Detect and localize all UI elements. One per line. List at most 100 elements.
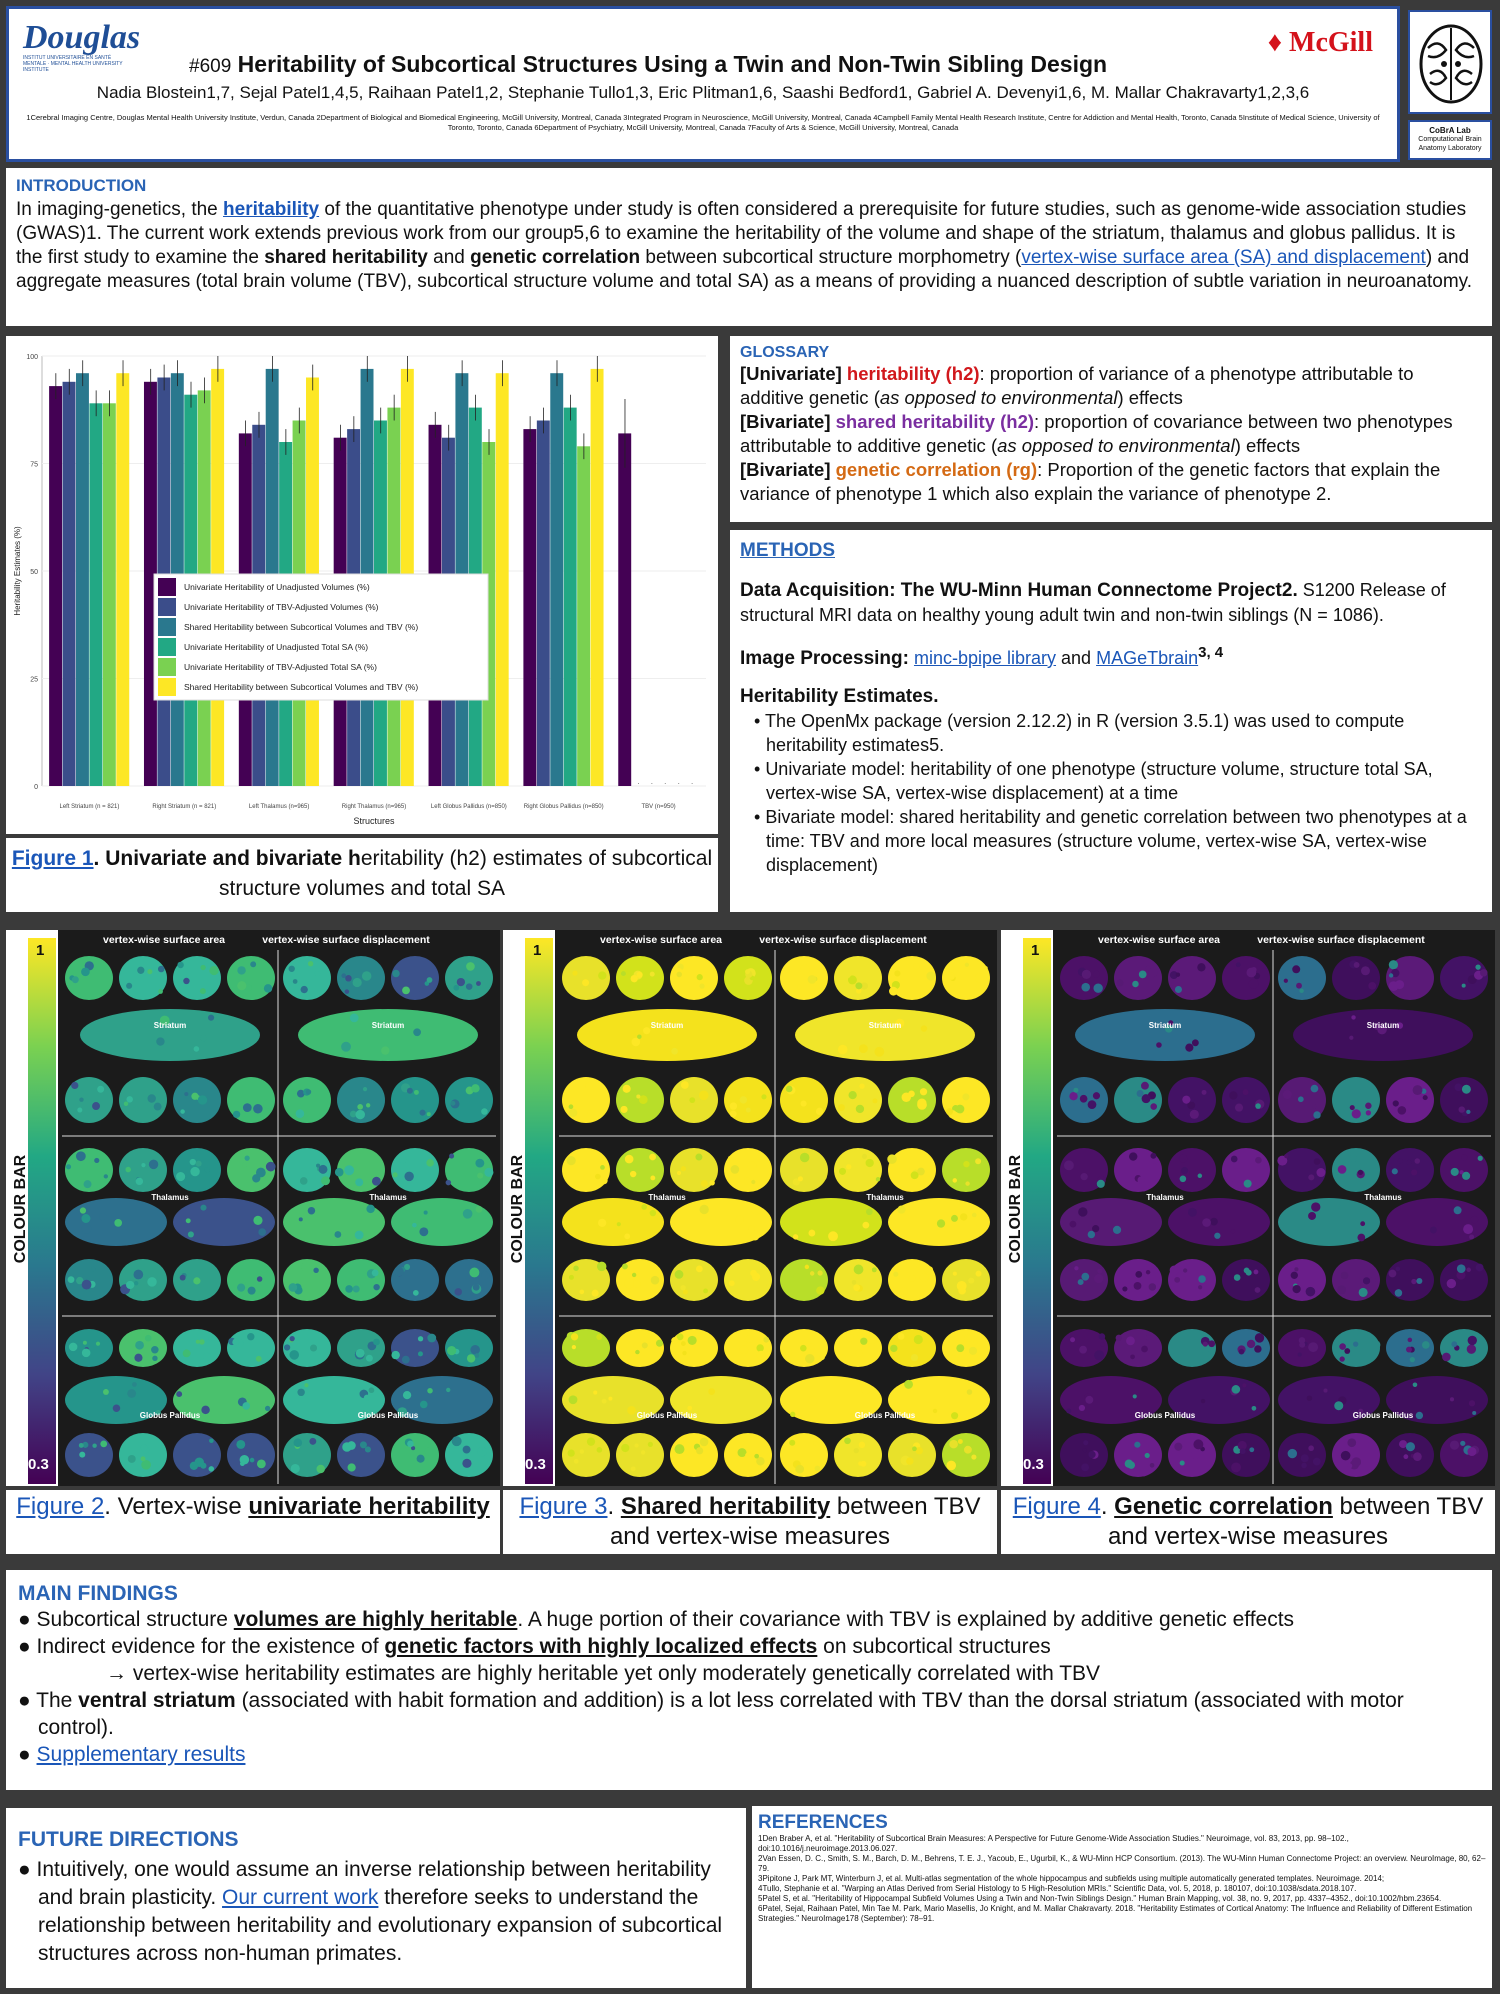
brain-surface xyxy=(1060,1376,1162,1424)
x-tick-label: TBV (n=950) xyxy=(641,804,675,810)
vertex-blob xyxy=(253,1215,263,1225)
magetbrain-link[interactable]: MAGeTbrain xyxy=(1096,648,1199,668)
vertex-blob xyxy=(417,1351,423,1357)
vertex-blob xyxy=(1201,1351,1211,1361)
vertex-blob xyxy=(643,1333,653,1344)
vertex-blob xyxy=(147,969,153,975)
vertex-blob xyxy=(601,1398,607,1404)
supplementary-results-link[interactable]: Supplementary results xyxy=(36,1743,246,1766)
vertex-blob xyxy=(709,1180,715,1186)
vertex-blob xyxy=(650,1020,656,1026)
vertex-blob xyxy=(808,1343,816,1350)
vertex-blob xyxy=(253,1103,263,1114)
vertex-blob xyxy=(1297,1352,1302,1357)
vertex-blob xyxy=(412,1289,419,1296)
vertex-blob xyxy=(207,1014,215,1021)
vertex-blob xyxy=(177,961,184,969)
vertex-blob xyxy=(866,1208,873,1216)
figure-2-link[interactable]: Figure 2 xyxy=(16,1493,105,1520)
vertex-blob xyxy=(1463,1224,1474,1235)
vertex-blob xyxy=(189,1461,199,1470)
vertex-blob xyxy=(334,1231,342,1238)
vertex-blob xyxy=(680,1284,686,1291)
vertex-blob xyxy=(616,1222,621,1227)
vertex-blob xyxy=(641,1204,647,1210)
vertex-blob xyxy=(159,1015,170,1026)
vertex-blob xyxy=(1179,1460,1185,1466)
vertex-blob xyxy=(477,1172,484,1179)
vertex-blob xyxy=(1063,1160,1074,1171)
brain-surface xyxy=(888,1376,990,1424)
vertex-blob xyxy=(860,982,868,990)
brain-surface xyxy=(942,1259,990,1301)
vertex-blob xyxy=(1097,1268,1103,1274)
vertex-blob xyxy=(264,1405,271,1411)
vertex-blob xyxy=(1294,1267,1299,1272)
vertex-blob xyxy=(423,1210,428,1215)
current-work-link[interactable]: Our current work xyxy=(222,1886,379,1909)
vertex-blob xyxy=(475,1205,483,1213)
vertex-blob xyxy=(1467,1447,1477,1457)
vertex-blob xyxy=(671,1337,679,1345)
vertex-blob xyxy=(875,1177,881,1182)
figure-1-link[interactable]: Figure 1 xyxy=(11,847,94,870)
brain-surface xyxy=(1114,1077,1162,1123)
vertex-blob xyxy=(394,1266,404,1277)
vertex-blob xyxy=(250,961,257,968)
brain-surface-grid: Striatum Thalamus Globus Pallidus Striatum T… xyxy=(559,950,993,1484)
vertex-blob xyxy=(200,964,206,971)
references-title: REFERENCES xyxy=(758,1812,888,1833)
brain-surface xyxy=(724,1077,772,1123)
vertex-blob xyxy=(1412,1085,1423,1096)
vertex-blob xyxy=(800,1344,807,1352)
heritability-link[interactable]: heritability xyxy=(223,199,320,220)
vertex-blob xyxy=(342,1442,352,1452)
vertex-blob xyxy=(349,1110,357,1118)
minc-bpipe-link[interactable]: minc-bpipe library xyxy=(913,648,1057,668)
vertex-blob xyxy=(622,1084,631,1093)
vertex-blob xyxy=(1368,981,1377,990)
vertex-blob xyxy=(640,1450,646,1455)
vertex-blob xyxy=(157,965,165,973)
vertex-blob xyxy=(739,1096,748,1104)
vertex-blob xyxy=(695,1265,703,1273)
brain-surface xyxy=(670,1259,718,1301)
vertex-blob xyxy=(95,1341,101,1346)
vertex-blob xyxy=(81,1348,91,1358)
structure-label: Thalamus xyxy=(1364,1193,1402,1202)
vertex-blob xyxy=(413,1089,419,1095)
vertex-blob xyxy=(819,1354,825,1361)
vertex-blob xyxy=(860,1460,867,1467)
vertex-blob xyxy=(1351,1109,1361,1119)
vertex-blob xyxy=(971,1454,977,1460)
bar xyxy=(577,446,591,786)
structure-label: Thalamus xyxy=(1146,1193,1184,1202)
vertex-blob xyxy=(820,1174,827,1180)
vertex-blob xyxy=(1411,1278,1417,1285)
vertex-blob xyxy=(404,1171,414,1182)
brain-surface xyxy=(1440,1148,1488,1192)
vertex-blob xyxy=(152,1355,158,1362)
vertex-blob xyxy=(728,1280,735,1287)
vertex-wise-link[interactable]: vertex-wise surface area (SA) and displa… xyxy=(1021,247,1426,268)
vertex-blob xyxy=(730,1165,740,1174)
figure-4-link[interactable]: Figure 4 xyxy=(1012,1493,1101,1520)
vertex-blob xyxy=(745,1335,754,1343)
vertex-blob xyxy=(973,1340,978,1345)
structure-label: Globus Pallidus xyxy=(637,1411,698,1420)
brain-surface xyxy=(1386,1259,1434,1301)
vertex-blob xyxy=(1112,1225,1122,1234)
brain-surface xyxy=(724,1148,772,1192)
x-tick-label: Left Striatum (n = 821) xyxy=(59,804,119,810)
vertex-blob xyxy=(782,1347,793,1357)
brain-surface xyxy=(1114,1433,1162,1477)
vertex-blob xyxy=(861,1153,867,1159)
vertex-blob xyxy=(284,1344,291,1351)
brain-surface xyxy=(834,1259,882,1301)
colour-bar-min: 0.3 xyxy=(28,1456,49,1473)
vertex-blob xyxy=(756,1350,766,1360)
reference-2: 2Van Essen, D. C., Smith, S. M., Barch, … xyxy=(758,1854,1486,1873)
figure-3-link[interactable]: Figure 3 xyxy=(519,1493,608,1520)
vertex-blob xyxy=(950,1354,956,1360)
vertex-blob xyxy=(855,1349,863,1357)
